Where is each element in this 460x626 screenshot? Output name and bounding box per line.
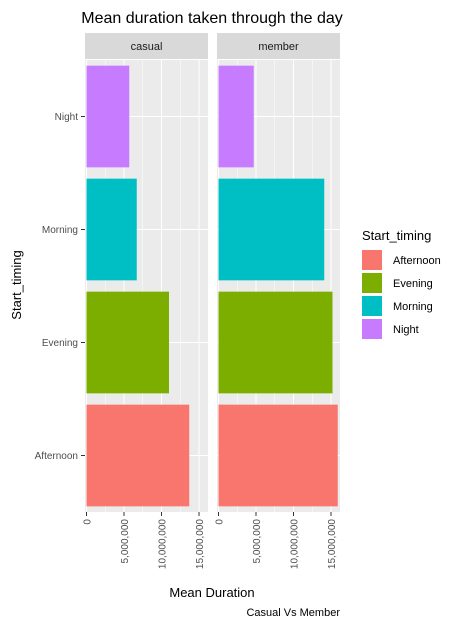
x-tick-label: 10,000,000 [158, 519, 169, 569]
legend-key-night [362, 319, 382, 339]
legend-label: Evening [393, 278, 433, 290]
legend-label: Afternoon [393, 255, 441, 267]
facet-strip-label: casual [131, 41, 163, 53]
bar-casual-afternoon [86, 404, 190, 507]
y-tick-label: Night [55, 112, 79, 123]
x-axis-title: Mean Duration [169, 585, 254, 600]
chart-title: Mean duration taken through the day [81, 10, 343, 27]
bar-member-night [218, 65, 254, 168]
facet-strip-label: member [258, 41, 299, 53]
y-tick-label: Evening [42, 338, 78, 349]
y-tick-label: Morning [42, 225, 78, 236]
facet-strip-casual [85, 33, 208, 59]
x-tick-label: 5,000,000 [252, 519, 263, 564]
chart-title-group: Mean duration taken through the day [81, 10, 343, 27]
y-tick-label: Afternoon [35, 451, 78, 462]
bar-member-evening [218, 291, 333, 394]
legend-title: Start_timing [362, 228, 431, 243]
x-tick-label: 0 [83, 519, 94, 525]
axis-titles: Mean Duration Start_timing Casual Vs Mem… [9, 250, 340, 619]
legend-label: Morning [393, 301, 433, 313]
plot-layer: casual 0 5,000,000 10,000,000 15,000,000 memb… [35, 33, 340, 569]
x-tick-label: 0 [215, 519, 226, 525]
x-tick-label: 15,000,000 [195, 519, 206, 569]
bar-casual-evening [86, 291, 169, 394]
facet-strip-member [217, 33, 340, 59]
x-tick-label: 10,000,000 [290, 519, 301, 569]
legend-key-afternoon [362, 250, 382, 270]
legend-key-evening [362, 273, 382, 293]
legend-key-morning [362, 296, 382, 316]
legend: Start_timing Afternoon Evening Morning Nigh… [362, 228, 441, 339]
legend-label: Night [393, 324, 419, 336]
x-tick-label: 15,000,000 [327, 519, 338, 569]
chart-caption: Casual Vs Member [246, 607, 340, 619]
bar-member-afternoon [218, 404, 338, 507]
x-tick-label: 5,000,000 [120, 519, 131, 564]
y-axis-title: Start_timing [9, 250, 24, 319]
bar-member-morning [218, 178, 325, 281]
bar-casual-night [86, 65, 130, 168]
bar-casual-morning [86, 178, 137, 281]
